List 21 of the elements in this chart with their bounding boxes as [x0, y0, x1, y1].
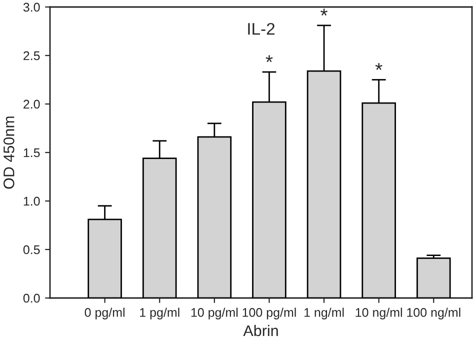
- annotation: *: [320, 8, 328, 16]
- x-tick-label: 100 ng/ml: [407, 308, 460, 320]
- x-tick-label: 10 pg/ml: [191, 308, 238, 320]
- y-tick-label: 0.5: [23, 245, 40, 254]
- x-tick-label: 100 pg/ml: [242, 308, 296, 320]
- x-tick-label: 0 pg/ml: [84, 308, 124, 320]
- y-tick-label: 1.5: [24, 148, 40, 158]
- y-tick-label: 2.0: [24, 100, 40, 109]
- x-axis-title: Abrin: [243, 324, 278, 336]
- x-tick-label: 10 ng/ml: [356, 308, 402, 320]
- x-tick-label: 1 ng/ml: [304, 308, 344, 320]
- bar: [416, 258, 451, 298]
- y-tick-label: 1.0: [24, 196, 40, 206]
- x-tick-label: 1 pg/ml: [140, 308, 180, 320]
- y-axis-title: OD 450nm: [4, 116, 14, 189]
- y-tick-label: 2.5: [24, 51, 40, 60]
- annotation: *: [375, 63, 382, 70]
- y-tick-label: 3.0: [23, 2, 40, 12]
- annotation: *: [266, 55, 273, 62]
- text: IL-2: [248, 22, 275, 35]
- y-tick-label: 0.0: [23, 294, 40, 303]
